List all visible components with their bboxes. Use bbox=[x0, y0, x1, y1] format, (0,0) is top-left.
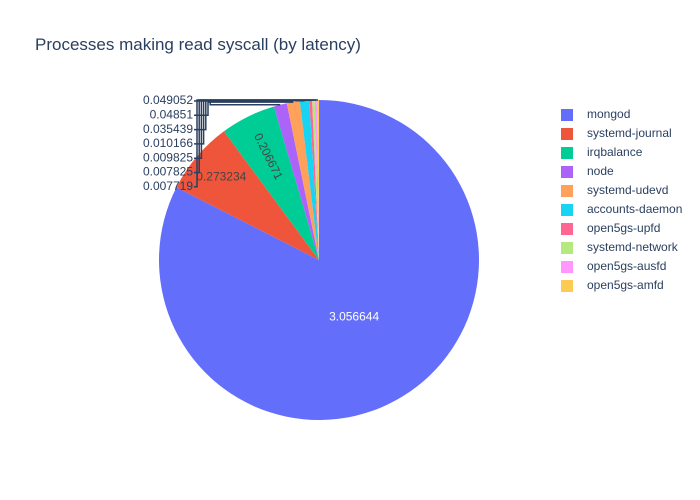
legend-label: irqbalance bbox=[587, 145, 643, 159]
pie-slice-open5gs-upfd[interactable] bbox=[309, 100, 319, 261]
legend-item-open5gs-upfd[interactable]: open5gs-upfd bbox=[561, 221, 660, 235]
legend-item-accounts-daemon[interactable]: accounts-daemon bbox=[561, 202, 682, 216]
legend-item-open5gs-ausfd[interactable]: open5gs-ausfd bbox=[561, 259, 666, 273]
legend-swatch bbox=[561, 109, 573, 121]
legend-swatch bbox=[561, 185, 573, 197]
pie-slice-label-systemd-udevd: 0.04851 bbox=[150, 107, 194, 121]
legend-label: systemd-network bbox=[587, 240, 679, 254]
legend-label: open5gs-amfd bbox=[587, 278, 664, 292]
legend-label: open5gs-ausfd bbox=[587, 259, 666, 273]
pie-slice-label-open5gs-amfd: 0.007719 bbox=[143, 179, 193, 193]
pie-slice-label-accounts-daemon: 0.035439 bbox=[143, 122, 193, 136]
pie-slice-systemd-udevd[interactable] bbox=[286, 101, 319, 260]
pie-slice-label-systemd-journal: 0.273234 bbox=[196, 169, 246, 183]
legend-label: open5gs-upfd bbox=[587, 221, 660, 235]
pie-slice-irqbalance[interactable] bbox=[223, 106, 319, 261]
pie-slice-label-systemd-network: 0.009825 bbox=[143, 150, 193, 164]
legend-label: node bbox=[587, 164, 614, 178]
legend-item-node[interactable]: node bbox=[561, 164, 614, 178]
pie-slice-open5gs-amfd[interactable] bbox=[316, 99, 319, 260]
pie-slices bbox=[158, 99, 479, 420]
legend-item-systemd-network[interactable]: systemd-network bbox=[561, 240, 679, 254]
legend-label: accounts-daemon bbox=[587, 202, 682, 216]
pie-slice-systemd-network[interactable] bbox=[312, 100, 319, 260]
pie-slice-mongod[interactable] bbox=[158, 100, 479, 420]
legend-label: mongod bbox=[587, 107, 630, 121]
legend-item-open5gs-amfd[interactable]: open5gs-amfd bbox=[561, 278, 664, 292]
leader-line-open5gs-amfd bbox=[194, 99, 318, 188]
legend-swatch bbox=[561, 166, 573, 178]
legend-label: systemd-udevd bbox=[587, 183, 668, 197]
pie-slice-open5gs-ausfd[interactable] bbox=[314, 100, 319, 260]
legend-swatch bbox=[561, 242, 573, 254]
legend-item-systemd-udevd[interactable]: systemd-udevd bbox=[561, 183, 668, 197]
pie-outside-labels: 0.0490520.048510.0354390.0101660.0098250… bbox=[143, 93, 318, 193]
legend-item-mongod[interactable]: mongod bbox=[561, 107, 630, 121]
pie-slice-label-node: 0.049052 bbox=[143, 93, 193, 107]
pie-slice-node[interactable] bbox=[273, 103, 319, 261]
legend-swatch bbox=[561, 261, 573, 273]
pie-slice-label-mongod: 3.056644 bbox=[329, 309, 379, 323]
chart-title: Processes making read syscall (by latenc… bbox=[35, 35, 361, 54]
pie-slice-systemd-journal[interactable] bbox=[176, 131, 319, 260]
legend-item-irqbalance[interactable]: irqbalance bbox=[561, 145, 643, 159]
legend-swatch bbox=[561, 223, 573, 235]
pie-slice-label-open5gs-upfd: 0.010166 bbox=[143, 136, 193, 150]
legend-item-systemd-journal[interactable]: systemd-journal bbox=[561, 126, 672, 140]
legend-swatch bbox=[561, 147, 573, 159]
legend: mongod systemd-journal irqbalance node syste… bbox=[561, 107, 682, 292]
pie-slice-label-open5gs-ausfd: 0.007825 bbox=[143, 165, 193, 179]
pie-slice-accounts-daemon[interactable] bbox=[299, 100, 319, 260]
legend-swatch bbox=[561, 204, 573, 216]
legend-label: systemd-journal bbox=[587, 126, 672, 140]
legend-swatch bbox=[561, 280, 573, 292]
legend-swatch bbox=[561, 128, 573, 140]
